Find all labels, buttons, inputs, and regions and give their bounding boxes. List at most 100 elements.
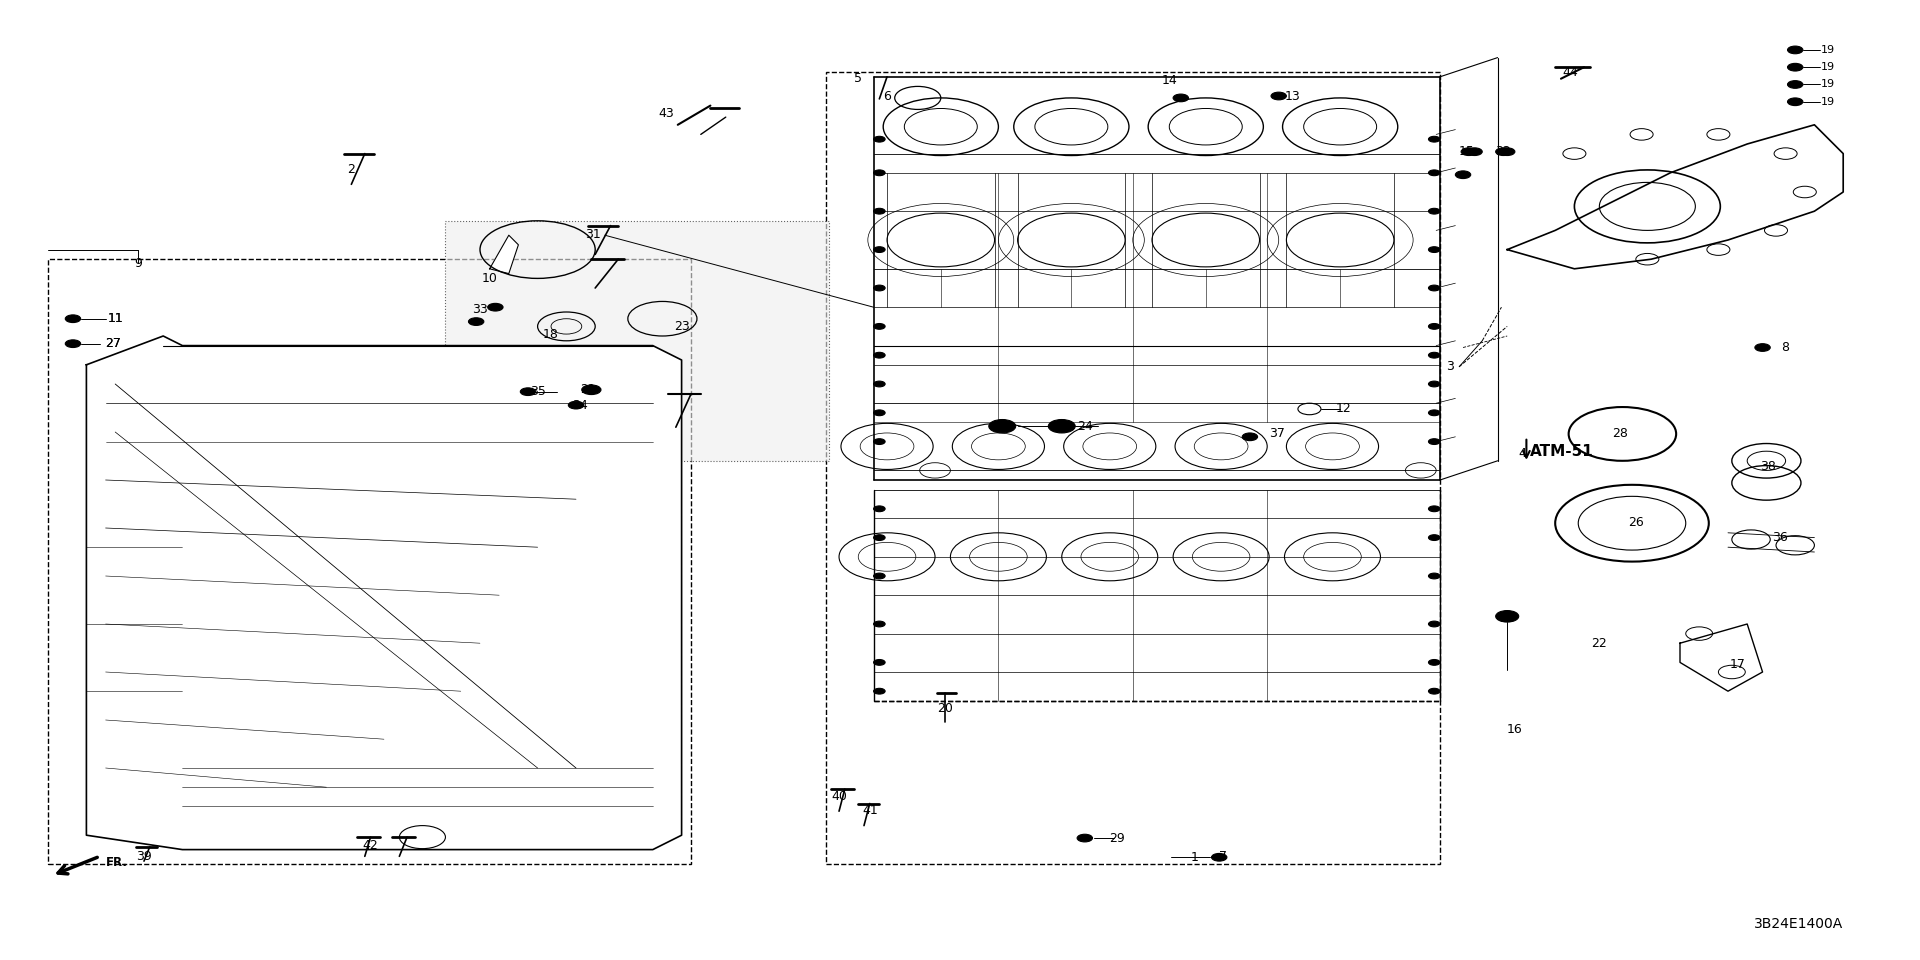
Text: 14: 14 [1162,74,1177,87]
Circle shape [1428,439,1440,444]
Text: 30: 30 [1500,612,1515,625]
Circle shape [1428,535,1440,540]
Circle shape [874,688,885,694]
Circle shape [1212,853,1227,861]
Circle shape [1428,247,1440,252]
Circle shape [874,247,885,252]
Text: 12: 12 [1336,402,1352,416]
Text: 7: 7 [1219,850,1227,863]
Circle shape [1788,63,1803,71]
Circle shape [1173,94,1188,102]
Circle shape [874,410,885,416]
Circle shape [1455,171,1471,179]
Text: 11: 11 [108,312,123,325]
Circle shape [520,388,536,396]
Text: 16: 16 [1507,723,1523,736]
Circle shape [874,439,885,444]
Circle shape [1428,285,1440,291]
Polygon shape [86,336,682,850]
Text: 25: 25 [995,420,1010,433]
Circle shape [1788,81,1803,88]
Text: 21: 21 [580,383,595,396]
Text: 18: 18 [543,327,559,341]
Circle shape [1461,148,1476,156]
Text: 22: 22 [1592,636,1607,650]
Text: 19: 19 [1820,62,1836,72]
Text: 33: 33 [472,302,488,316]
Circle shape [1428,381,1440,387]
Circle shape [468,318,484,325]
Text: 31: 31 [586,228,601,241]
Bar [48,259,691,864]
Bar [445,221,829,461]
Text: 15: 15 [1459,145,1475,158]
Circle shape [1500,148,1515,156]
Circle shape [874,285,885,291]
Bar [826,72,1440,864]
Text: ATM-51: ATM-51 [1530,444,1594,459]
Circle shape [1428,621,1440,627]
Text: 13: 13 [1284,89,1300,103]
Text: 20: 20 [937,702,952,715]
Polygon shape [1507,125,1843,269]
Text: 29: 29 [1110,831,1125,845]
Circle shape [874,208,885,214]
Text: 40: 40 [831,790,847,804]
Text: 28: 28 [1613,427,1628,441]
Text: 37: 37 [1269,427,1284,441]
Circle shape [1788,46,1803,54]
Circle shape [874,136,885,142]
Text: FR.: FR. [106,855,127,869]
Circle shape [874,170,885,176]
Circle shape [65,315,81,323]
Text: 3B24E1400A: 3B24E1400A [1755,917,1843,930]
Circle shape [1242,433,1258,441]
Text: 1: 1 [1190,851,1198,864]
Text: 6: 6 [883,89,891,103]
Circle shape [568,401,584,409]
Circle shape [874,535,885,540]
Text: 35: 35 [530,385,545,398]
Text: 23: 23 [674,320,689,333]
Text: 17: 17 [1730,658,1745,671]
Circle shape [1428,410,1440,416]
Text: 27: 27 [106,337,121,350]
Text: 39: 39 [136,850,152,863]
Circle shape [1428,324,1440,329]
Text: 44: 44 [1563,66,1578,80]
Circle shape [488,303,503,311]
Circle shape [1755,344,1770,351]
Circle shape [1077,834,1092,842]
Circle shape [1467,148,1482,156]
Text: 42: 42 [363,839,378,852]
Text: 11: 11 [108,312,123,325]
Circle shape [874,660,885,665]
Text: 3: 3 [1446,360,1453,373]
Circle shape [1428,136,1440,142]
Polygon shape [490,235,518,274]
Circle shape [1496,148,1511,156]
Text: 2: 2 [348,163,355,177]
Text: 10: 10 [482,272,497,285]
Circle shape [874,621,885,627]
Circle shape [874,352,885,358]
Text: 9: 9 [134,256,142,270]
Text: 4: 4 [1519,446,1526,460]
Circle shape [874,573,885,579]
Circle shape [1428,660,1440,665]
Circle shape [1428,208,1440,214]
Circle shape [582,385,601,395]
Polygon shape [1680,624,1763,691]
Text: 19: 19 [1820,80,1836,89]
Text: 19: 19 [1820,97,1836,107]
Text: 38: 38 [1761,460,1776,473]
Circle shape [65,340,81,348]
Text: 41: 41 [862,804,877,817]
Text: 32: 32 [1496,145,1511,158]
Circle shape [989,420,1016,433]
Circle shape [1788,98,1803,106]
Text: 27: 27 [106,337,121,350]
Circle shape [1428,573,1440,579]
Text: 8: 8 [1782,341,1789,354]
Text: 43: 43 [659,107,674,120]
